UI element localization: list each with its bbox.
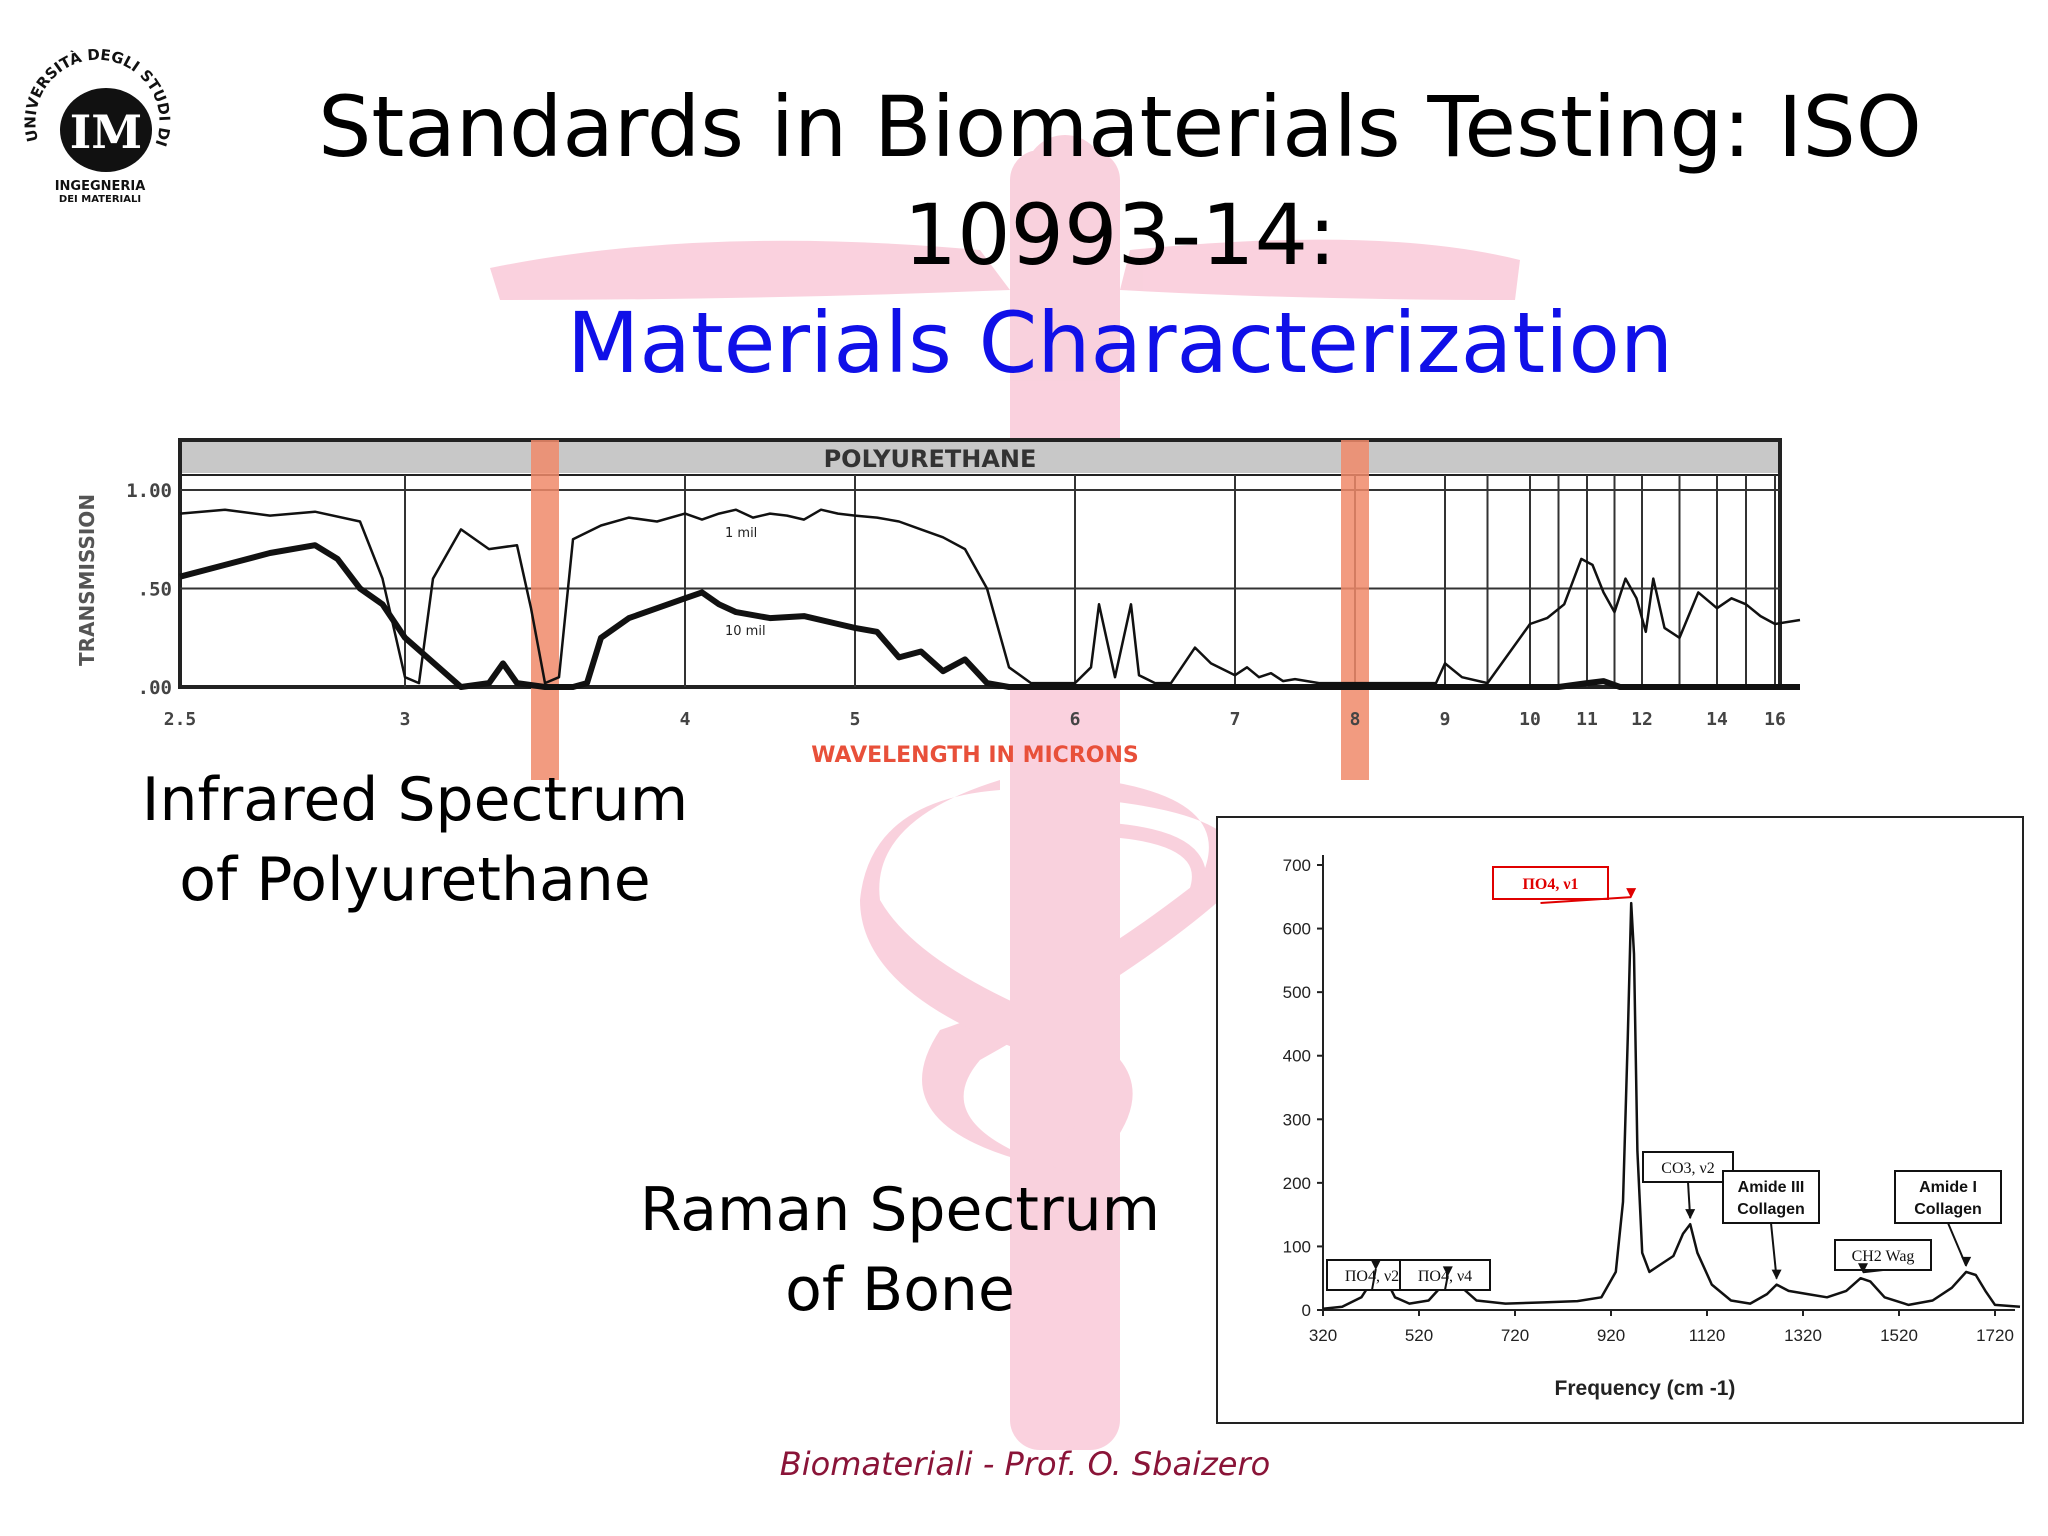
raman-annotation-label: Collagen: [1737, 1201, 1805, 1218]
ir-title-band: [182, 442, 1778, 473]
raman-y-tick-label: 0: [1302, 1301, 1311, 1320]
ir-series-label: 1 mil: [725, 526, 757, 541]
ir-x-tick-label: 7: [1230, 709, 1241, 730]
slide-subtitle: Materials Characterization: [566, 294, 1674, 392]
raman-x-tick-label: 720: [1501, 1326, 1529, 1345]
raman-x-tick-label: 1120: [1689, 1326, 1726, 1345]
ir-x-axis-label: WAVELENGTH IN MICRONS: [811, 743, 1138, 768]
ir-x-tick-label: 6: [1070, 709, 1081, 730]
raman-annotation-label: ΠO4, ν1: [1522, 876, 1578, 893]
ir-chart-title: POLYURETHANE: [824, 445, 1037, 473]
raman-x-tick-label: 1720: [1976, 1326, 2014, 1345]
svg-text:DEI MATERIALI: DEI MATERIALI: [59, 194, 141, 205]
raman-caption-line2: of Bone: [785, 1255, 1015, 1325]
ir-caption-line2: of Polyurethane: [179, 845, 651, 915]
raman-annotation-box: [1722, 1170, 1820, 1224]
raman-y-tick-label: 700: [1283, 856, 1311, 875]
raman-y-tick-label: 300: [1283, 1110, 1311, 1129]
raman-annotation-label: Amide I: [1919, 1179, 1977, 1196]
raman-chart-frame: [1216, 816, 2024, 1424]
ir-x-tick-label: 12: [1631, 709, 1653, 730]
raman-spectrum-chart: 0 100 200 300 400 500 600 700 320 520 720 920 1120 13…: [1216, 816, 2024, 1424]
raman-annotation-arrowhead: [1370, 1260, 1381, 1271]
raman-annotation-label: Collagen: [1914, 1201, 1982, 1218]
raman-x-tick-label: 1320: [1784, 1326, 1822, 1345]
ir-x-tick-label: 10: [1519, 709, 1541, 730]
raman-annotation-label: CO3, ν2: [1661, 1160, 1714, 1177]
ir-y-tick-label: 1.00: [126, 480, 172, 502]
ir-highlight-band: [1341, 440, 1369, 780]
raman-x-axis-label: Frequency (cm -1): [1555, 1377, 1736, 1400]
ir-caption-line1: Infrared Spectrum: [141, 765, 689, 835]
ir-y-tick-label: .00: [138, 677, 172, 699]
raman-annotation-label: ΠO4, ν4: [1418, 1268, 1472, 1285]
svg-text:INGEGNERIA: INGEGNERIA: [55, 179, 146, 194]
ir-series-line-thin: [179, 508, 1801, 685]
ir-series-line-thick: [179, 542, 1800, 690]
raman-x-tick-label: 1520: [1880, 1326, 1918, 1345]
raman-annotation-arrow: [1862, 1269, 1884, 1274]
ir-x-tick-label: 16: [1764, 709, 1786, 730]
ir-spectrum-chart: 1 mil 10 mil POLYURETHANE 1.00 .50 .00 2.5 3 4 5 6…: [75, 438, 1801, 780]
ir-highlight-band: [531, 440, 559, 780]
raman-annotation-arrow: [1371, 1268, 1377, 1291]
ir-y-tick-label: .50: [138, 579, 172, 601]
raman-annotation-arrow: [1540, 896, 1632, 904]
raman-annotation-box: [1492, 866, 1609, 900]
raman-annotation-label: ΠO4, ν2: [1345, 1268, 1399, 1285]
slide-footer: Biomateriali - Prof. O. Sbaizero: [779, 1445, 1271, 1483]
university-logo: UNIVERSITÀ DEGLI STUDI DI TRIESTE IM ING…: [10, 30, 174, 205]
raman-annotation-arrowhead: [1442, 1266, 1453, 1277]
raman-annotation-arrowhead: [1858, 1263, 1868, 1274]
ir-x-tick-label: 4: [680, 709, 691, 730]
raman-annotation-arrowhead: [1626, 888, 1637, 899]
raman-x-tick-label: 320: [1309, 1326, 1337, 1345]
ir-y-axis-label: TRANSMISSION: [75, 494, 99, 666]
slide-title-line2: 10993-14:: [903, 186, 1337, 284]
ir-x-tick-label: 14: [1706, 709, 1728, 730]
raman-caption: Raman Spectrum of Bone: [610, 1170, 1190, 1330]
svg-text:IM: IM: [70, 105, 142, 159]
raman-annotation-arrowhead: [1685, 1209, 1696, 1220]
ir-x-tick-label: 5: [850, 709, 861, 730]
raman-x-tick-label: 920: [1597, 1326, 1625, 1345]
ir-caption: Infrared Spectrum of Polyurethane: [95, 760, 735, 920]
raman-y-tick-label: 600: [1283, 920, 1311, 939]
raman-annotation-arrowhead: [1961, 1256, 1972, 1267]
ir-x-tick-label: 11: [1576, 709, 1598, 730]
raman-y-tick-label: 500: [1283, 983, 1311, 1002]
ir-x-tick-label: 3: [400, 709, 411, 730]
ir-x-tick-label: 8: [1350, 709, 1361, 730]
raman-annotation-box: [1894, 1170, 2002, 1224]
raman-x-tick-label: 520: [1405, 1326, 1433, 1345]
raman-annotation-label: CH2 Wag: [1852, 1248, 1915, 1265]
raman-annotation-arrow: [1770, 1222, 1778, 1279]
raman-y-tick-label: 400: [1283, 1047, 1311, 1066]
ir-series-label: 10 mil: [725, 624, 766, 639]
raman-caption-line1: Raman Spectrum: [639, 1175, 1161, 1245]
raman-annotation-arrow: [1444, 1275, 1449, 1291]
ir-x-tick-label: 2.5: [164, 709, 197, 730]
raman-y-tick-label: 100: [1283, 1237, 1311, 1256]
raman-annotation-label: Amide III: [1738, 1179, 1805, 1196]
raman-annotation-box: [1834, 1239, 1932, 1271]
raman-annotation-arrowhead: [1771, 1269, 1782, 1280]
ir-x-tick-label: 9: [1440, 709, 1451, 730]
slide-title-line1: Standards in Biomaterials Testing: ISO: [318, 78, 1922, 176]
raman-y-tick-label: 200: [1283, 1174, 1311, 1193]
